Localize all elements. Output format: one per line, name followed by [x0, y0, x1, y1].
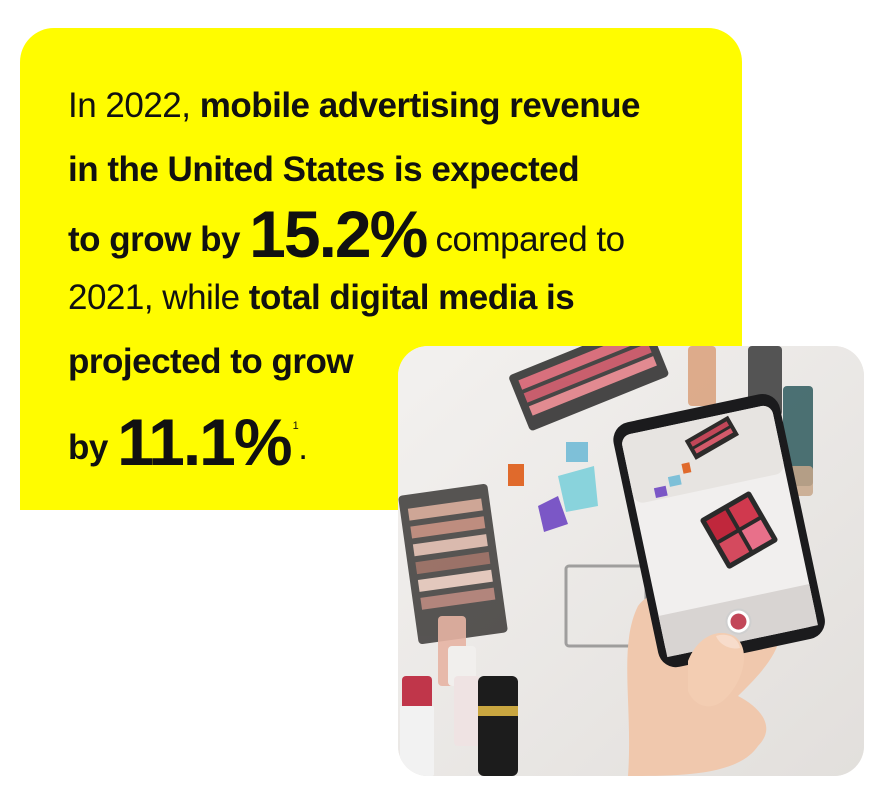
stat-line-1: In 2022, mobile advertising revenue: [68, 74, 708, 138]
stat-text-regular: compared to: [426, 220, 626, 259]
footnote-marker: 1: [292, 420, 299, 432]
stat-line-3: to grow by 15.2% compared to: [68, 201, 708, 267]
stat-line-2: in the United States is expected: [68, 138, 708, 202]
stat-text-bold: by: [68, 428, 118, 467]
stat-text: In 2022, mobile advertising revenue in t…: [68, 74, 708, 475]
digital-growth-figure: 11.1%: [117, 405, 292, 479]
stat-text-bold: total digital media is: [248, 278, 575, 317]
stat-line-6: by 11.1% 1.: [68, 394, 708, 475]
mobile-growth-figure: 15.2%: [249, 197, 428, 271]
stat-text-regular: In 2022,: [68, 86, 200, 125]
stat-text-regular: .: [298, 428, 308, 467]
makeup-photo: [398, 346, 864, 776]
stat-line-5: projected to grow: [68, 330, 708, 394]
stat-text-bold: to grow by: [68, 220, 250, 259]
smartphone-makeup-photo-icon: [398, 346, 864, 776]
stat-text-bold: projected to grow: [68, 342, 354, 381]
stat-text-regular: 2021, while: [68, 278, 249, 317]
stat-text-bold: in the United States is expected: [68, 150, 580, 189]
stat-text-bold: mobile advertising revenue: [199, 86, 641, 125]
stat-line-4: 2021, while total digital media is: [68, 266, 708, 330]
